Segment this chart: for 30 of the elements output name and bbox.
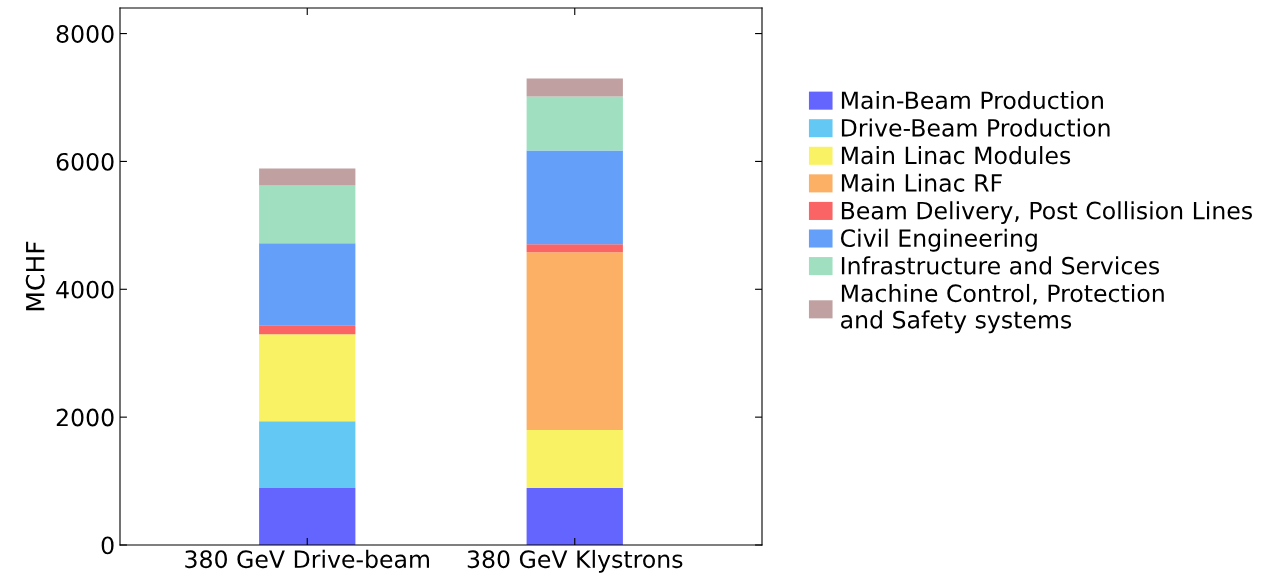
legend-label: Main Linac Modules: [841, 146, 1071, 165]
x-tick-label: 380 GeV Klystrons: [467, 549, 683, 573]
bar: [526, 244, 623, 253]
bar: [259, 243, 356, 326]
bar: [259, 421, 356, 489]
legend-label: Machine Control, Protection and Safety systems: [841, 283, 1164, 334]
y-tick-label: 0: [101, 536, 114, 555]
y-axis-title: MCHF: [25, 241, 45, 311]
y-tick-label: 2000: [56, 408, 114, 427]
legend-label: Main Linac RF: [841, 173, 1002, 192]
bar: [259, 168, 356, 186]
legend-label: Main-Beam Production: [841, 90, 1103, 110]
y-tick-label: 8000: [56, 25, 114, 43]
bar: [526, 430, 623, 489]
legend-label: Beam Delivery, Post Collision Lines: [841, 201, 1252, 225]
bar: [526, 150, 623, 245]
y-tick-label: 4000: [56, 280, 114, 299]
bar: [526, 96, 623, 151]
bar: [526, 252, 623, 431]
bar: [259, 185, 356, 244]
bar: [526, 488, 623, 545]
legend-label: Drive-Beam Production: [841, 118, 1110, 137]
bar: [526, 78, 623, 97]
y-tick-label: 6000: [56, 152, 114, 171]
x-tick-label: 380 GeV Drive-beam: [185, 549, 429, 569]
legend-label: Infrastructure and Services: [841, 256, 1160, 275]
bar: [259, 325, 356, 335]
legend-label: Civil Engineering: [840, 228, 1037, 252]
bar: [259, 334, 356, 422]
bar: [259, 488, 356, 545]
